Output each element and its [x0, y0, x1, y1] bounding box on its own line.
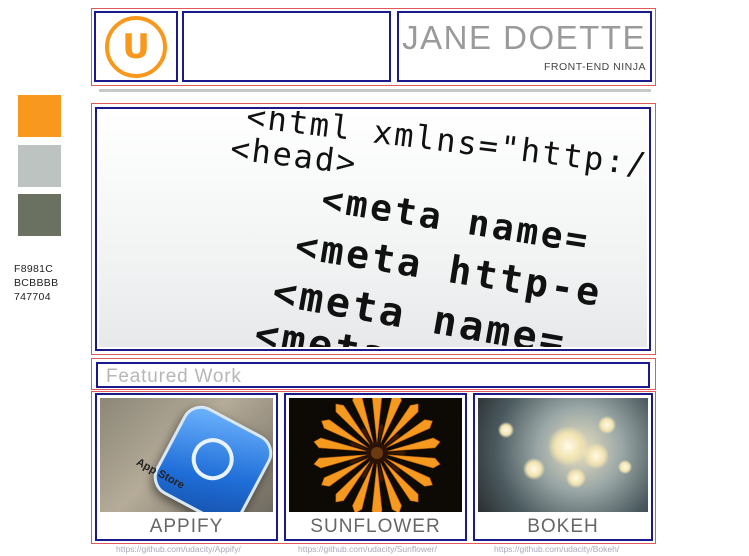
header-row — [91, 8, 656, 86]
hero-row — [91, 103, 656, 355]
work-title[interactable]: BOKEH — [527, 516, 599, 537]
hero-code-image: <html xmlns="http:// <head> <meta name= … — [99, 111, 647, 347]
color-label-3: 747704 — [14, 291, 51, 303]
work-card-appify[interactable]: App Store APPIFY — [95, 393, 278, 541]
appify-thumbnail[interactable]: App Store — [100, 398, 273, 512]
color-label-1: F8981C — [14, 263, 54, 275]
name-box: JANE DOETTE FRONT-END NINJA — [397, 11, 652, 82]
work-row — [91, 391, 656, 544]
work-link[interactable]: https://github.com/udacity/Appify/ — [116, 544, 241, 554]
section-heading: Featured Work — [106, 366, 242, 387]
work-card-bokeh[interactable]: BOKEH — [473, 393, 653, 541]
work-card-sunflower[interactable]: SUNFLOWER — [284, 393, 467, 541]
work-link[interactable]: https://github.com/udacity/Bokeh/ — [494, 544, 620, 554]
logo-box[interactable]: U — [94, 11, 178, 82]
color-swatch-gray — [18, 145, 61, 187]
page-subtitle: FRONT-END NINJA — [544, 61, 646, 73]
hero-image-box: <html xmlns="http:// <head> <meta name= … — [95, 107, 651, 351]
featured-heading-box: Featured Work — [96, 362, 650, 388]
color-swatch-orange — [18, 95, 61, 137]
udacity-logo-icon: U — [105, 16, 167, 78]
work-title[interactable]: APPIFY — [149, 516, 224, 537]
header-spacer-box — [182, 11, 391, 82]
page-title: JANE DOETTE — [402, 19, 646, 56]
sunflower-thumbnail[interactable] — [289, 398, 462, 512]
sunflower-icon — [313, 398, 441, 512]
work-link[interactable]: https://github.com/udacity/Sunflower/ — [298, 544, 437, 554]
color-swatch-olive — [18, 194, 61, 236]
work-title[interactable]: SUNFLOWER — [310, 516, 441, 537]
featured-row — [91, 358, 656, 390]
header-divider — [99, 89, 651, 92]
bokeh-thumbnail[interactable] — [478, 398, 648, 512]
color-label-2: BCBBBB — [14, 277, 59, 289]
